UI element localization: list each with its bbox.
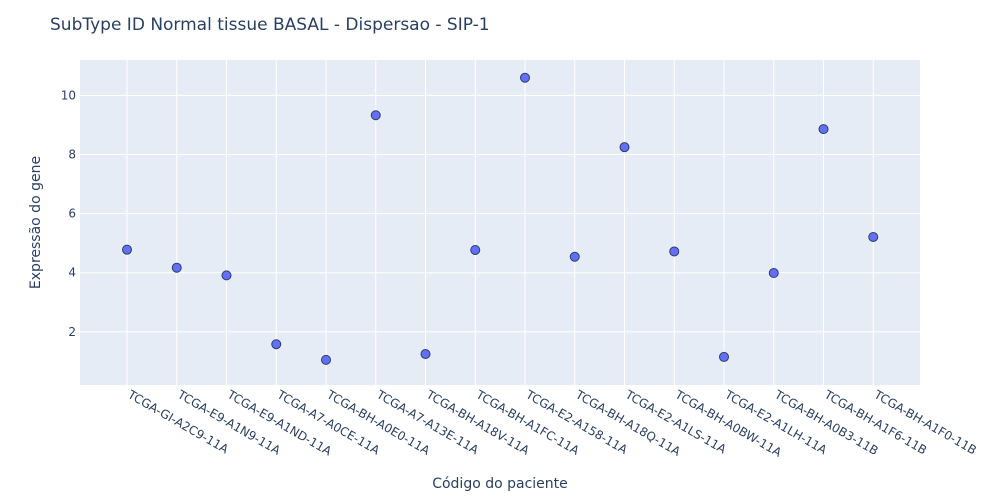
data-point — [719, 351, 729, 362]
data-point — [470, 244, 481, 255]
data-point — [321, 354, 331, 365]
y-tick-label: 6 — [68, 207, 76, 221]
data-point — [669, 246, 680, 257]
x-tick-labels: TCGA-GI-A2C9-11ATCGA-E9-A1N9-11ATCGA-E9-… — [125, 387, 979, 460]
y-tick-label: 8 — [68, 148, 76, 162]
data-point — [768, 268, 779, 279]
data-points — [122, 72, 879, 365]
data-point — [370, 110, 381, 121]
data-point — [420, 348, 431, 359]
y-tick-label: 2 — [68, 325, 76, 339]
data-point — [619, 142, 630, 153]
y-tick-label: 10 — [61, 88, 76, 102]
data-point — [171, 262, 182, 273]
data-point — [122, 244, 132, 255]
data-point — [868, 231, 879, 242]
chart-title: SubType ID Normal tissue BASAL - Dispers… — [50, 15, 490, 35]
y-tick-labels: 2 4 6 8 10 — [61, 88, 76, 338]
x-axis-title: Código do paciente — [432, 476, 568, 492]
data-point — [569, 251, 580, 262]
plot-area — [80, 60, 920, 385]
data-point — [271, 339, 282, 350]
data-point — [221, 270, 232, 281]
y-tick-label: 4 — [68, 266, 76, 280]
data-point — [520, 72, 530, 83]
y-axis-title: Expressão do gene — [28, 156, 44, 289]
data-point — [818, 124, 829, 135]
